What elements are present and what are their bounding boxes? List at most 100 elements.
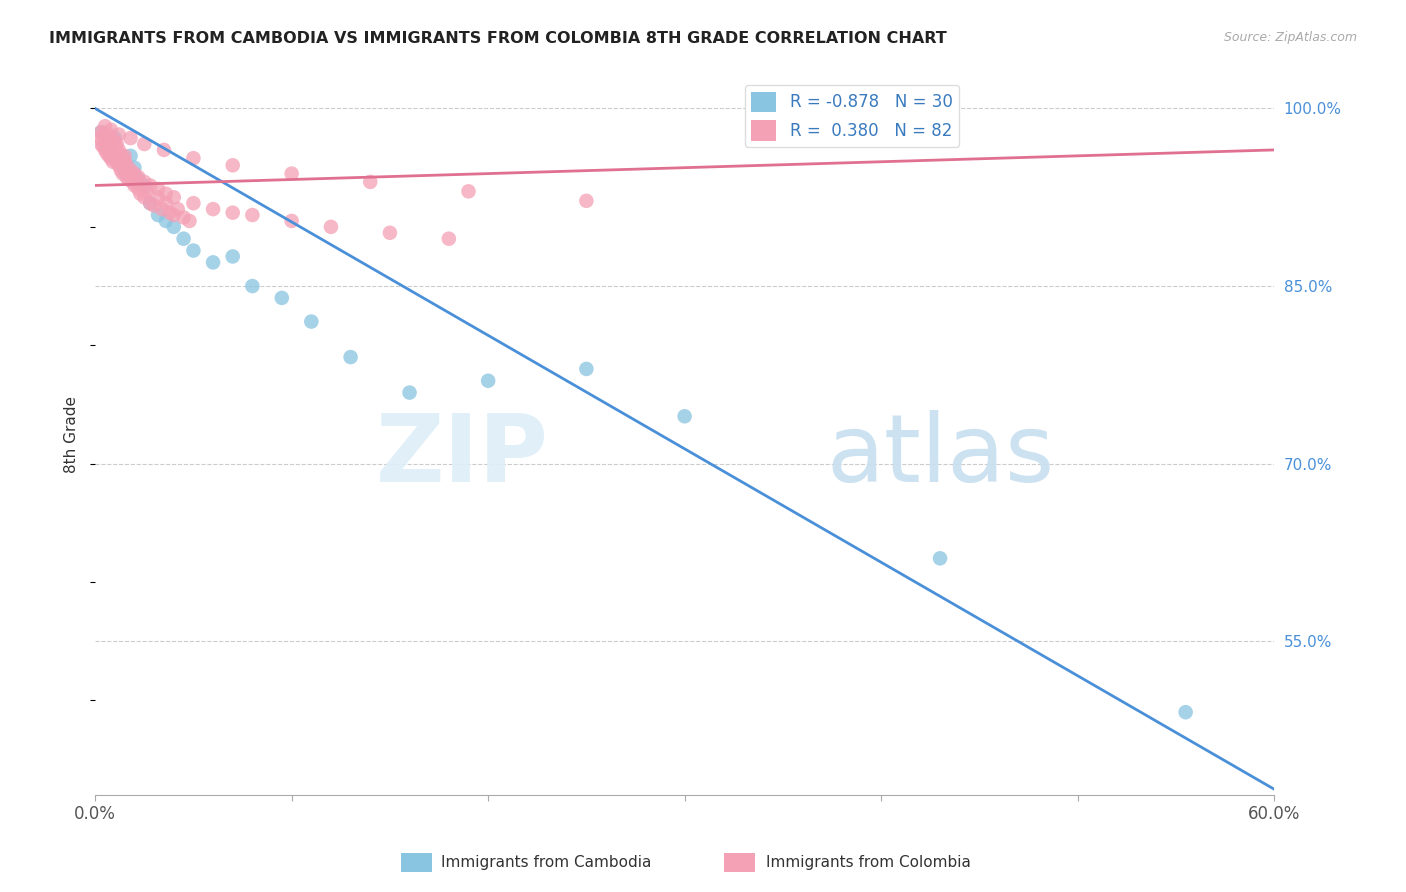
Point (94, 143, 117, 157)
Point (163, 190, 186, 204)
Point (127, 170, 149, 185)
Point (104, 131, 127, 145)
Point (173, 232, 195, 246)
Point (240, 208, 263, 222)
Point (114, 149, 136, 163)
Point (134, 190, 156, 204)
Point (107, 158, 129, 172)
Point (94, 136, 117, 151)
Point (107, 143, 129, 157)
Point (91, 139, 114, 153)
Point (127, 172, 149, 186)
Point (111, 151, 134, 165)
Point (146, 190, 169, 204)
Legend: R = -0.878   N = 30, R =  0.380   N = 82: R = -0.878 N = 30, R = 0.380 N = 82 (745, 85, 959, 147)
Point (97, 128, 120, 142)
Point (97, 131, 120, 145)
Point (107, 146, 129, 161)
Point (359, 175, 381, 189)
Point (673, 409, 696, 424)
Point (139, 178, 162, 193)
Point (163, 208, 186, 222)
Text: Immigrants from Colombia: Immigrants from Colombia (766, 855, 972, 870)
Point (166, 202, 188, 216)
Point (202, 255, 225, 269)
Point (319, 219, 342, 234)
Point (155, 214, 177, 228)
Point (107, 128, 129, 142)
Point (97, 143, 120, 157)
Point (115, 167, 138, 181)
Point (173, 211, 195, 225)
Point (105, 154, 128, 169)
Point (222, 158, 245, 172)
Point (110, 163, 132, 178)
Point (179, 214, 201, 228)
Point (202, 202, 225, 216)
Point (477, 374, 499, 388)
Point (146, 182, 169, 196)
Point (1174, 705, 1197, 719)
Point (97, 149, 120, 163)
Point (134, 178, 156, 193)
Point (143, 198, 166, 212)
Point (398, 385, 420, 400)
Point (120, 163, 142, 178)
Point (129, 186, 152, 201)
Point (120, 167, 142, 181)
Point (100, 136, 122, 151)
Point (96, 135, 118, 149)
Point (124, 178, 146, 193)
Point (121, 175, 143, 189)
Point (87, 131, 110, 145)
Point (120, 131, 142, 145)
Point (378, 226, 401, 240)
Point (101, 154, 124, 169)
Point (339, 350, 361, 364)
Point (155, 186, 177, 201)
Text: atlas: atlas (827, 409, 1054, 501)
Point (90, 125, 112, 139)
Point (163, 219, 186, 234)
Point (457, 185, 479, 199)
Point (299, 315, 322, 329)
Point (134, 175, 156, 189)
Point (100, 123, 122, 137)
Point (150, 202, 173, 216)
Point (153, 143, 176, 157)
Point (159, 205, 181, 219)
Point (280, 167, 302, 181)
Point (575, 362, 598, 376)
Point (100, 151, 122, 165)
Point (114, 154, 136, 169)
Point (110, 149, 132, 163)
Point (134, 136, 156, 151)
Point (94, 136, 117, 151)
Point (124, 167, 146, 181)
Point (240, 279, 263, 293)
Point (222, 250, 245, 264)
Point (125, 172, 148, 186)
Point (139, 196, 162, 211)
Point (280, 214, 302, 228)
Point (111, 161, 134, 175)
Point (114, 154, 136, 169)
Point (100, 149, 122, 163)
Point (155, 196, 177, 211)
Point (222, 205, 245, 219)
Point (90, 125, 112, 139)
Point (100, 143, 122, 157)
Point (104, 149, 127, 163)
Text: Immigrants from Cambodia: Immigrants from Cambodia (441, 855, 652, 870)
Point (183, 244, 205, 258)
Point (90, 136, 112, 151)
Point (929, 551, 952, 566)
Point (127, 182, 149, 196)
Point (117, 172, 139, 186)
Point (107, 154, 129, 169)
Point (91, 128, 114, 142)
Point (437, 232, 460, 246)
Point (135, 185, 157, 199)
Point (115, 170, 138, 185)
Point (96, 146, 118, 161)
